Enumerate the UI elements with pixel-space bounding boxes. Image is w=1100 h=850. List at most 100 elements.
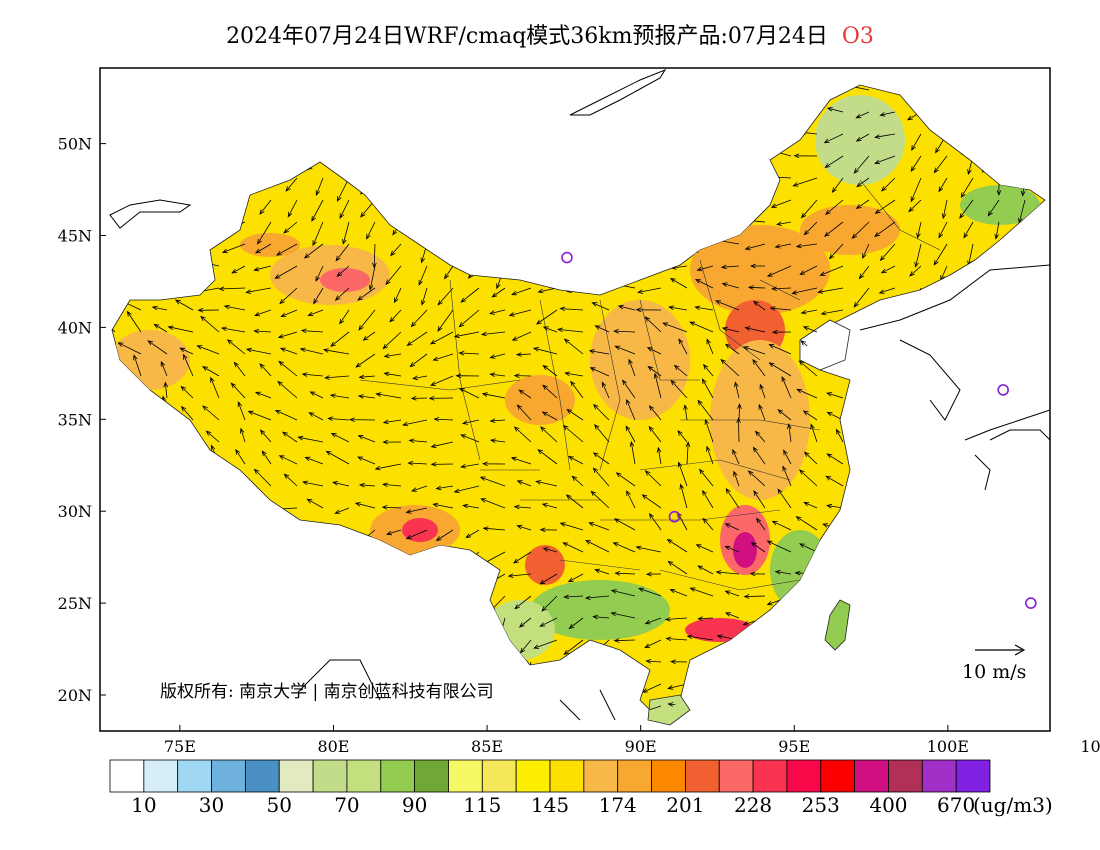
wind-arrow <box>325 450 350 465</box>
taiwan <box>824 599 851 651</box>
wind-arrow <box>210 376 220 399</box>
wind-arrow <box>183 353 194 377</box>
colorbar-swatch <box>617 759 652 793</box>
wind-arrow <box>754 430 766 443</box>
wind-arrow <box>330 432 350 443</box>
wind-arrow <box>313 287 324 305</box>
wind-arrow <box>766 265 792 277</box>
wind-arrow <box>566 408 584 421</box>
wind-arrow <box>747 470 766 487</box>
wind-arrow <box>489 418 506 423</box>
wind-arrow <box>667 560 688 575</box>
wind-arrow <box>274 409 298 421</box>
wind-arrow <box>430 441 454 449</box>
wind-scale-arrowhead <box>1014 644 1026 656</box>
colorbar-swatch <box>278 759 314 793</box>
wind-arrow <box>410 309 428 328</box>
wind-arrow <box>374 463 402 471</box>
wind-arrow <box>635 545 662 553</box>
wind-arrow <box>541 411 558 421</box>
wind-arrow <box>421 287 428 306</box>
wind-arrow <box>670 379 688 399</box>
monitoring-stations <box>561 251 1079 609</box>
wind-arrow <box>277 331 298 339</box>
wind-arrow <box>461 419 480 425</box>
bohai-bay <box>799 319 851 371</box>
wind-arrow <box>656 446 662 465</box>
longitude-axis: 75E80E85E90E95E100E105E110E115E120E125E1… <box>164 725 1100 756</box>
wind-arrow <box>334 287 350 301</box>
wind-arrow <box>771 520 792 531</box>
lat-tick-label: 50N <box>58 135 92 154</box>
wind-arrow <box>588 349 610 355</box>
wind-arrow <box>795 243 818 249</box>
wind-arrow <box>715 570 740 575</box>
map-frame <box>99 67 1051 732</box>
wind-arrow <box>223 304 246 311</box>
hainan <box>647 694 691 726</box>
lat-tick-label: 25N <box>58 594 92 613</box>
wind-arrow <box>336 265 350 277</box>
wind-arrow <box>783 449 792 465</box>
wind-arrow <box>537 449 558 465</box>
wind-arrow <box>768 362 792 377</box>
wind-arrow <box>796 388 818 399</box>
wind-arrow <box>489 372 506 377</box>
wind-arrow <box>826 503 844 509</box>
wind-arrow <box>825 475 844 487</box>
wind-arrow <box>695 544 714 553</box>
wind-arrow <box>648 512 662 531</box>
wind-arrow <box>645 659 662 664</box>
wind-arrow <box>562 424 584 443</box>
wind-arrow <box>594 568 610 575</box>
title-pollutant: O3 <box>841 24 874 49</box>
wind-arrow <box>881 177 896 192</box>
wind-arrow <box>737 403 742 421</box>
lon-tick-label: 105E <box>1080 737 1100 756</box>
wind-arrow <box>312 221 324 247</box>
korea-japan-coast <box>859 264 1050 491</box>
wind-arrow <box>280 309 298 317</box>
wind-arrow <box>959 199 974 219</box>
wind-arrow <box>679 483 688 509</box>
wind-arrow <box>357 435 376 443</box>
wind-arrow <box>535 309 558 325</box>
wind-arrow <box>752 358 766 377</box>
wind-arrow <box>455 373 480 379</box>
wind-arrow <box>510 456 532 465</box>
wind-arrow <box>594 325 610 333</box>
wind-arrow <box>247 410 272 421</box>
wind-arrow <box>508 309 532 317</box>
wind-arrow <box>202 405 220 421</box>
colorbar-swatch <box>820 759 856 793</box>
wind-arrow <box>614 345 636 355</box>
wind-arrow <box>724 523 740 531</box>
wind-arrow <box>724 343 740 355</box>
wind-arrow <box>648 405 662 421</box>
colorbar-swatch <box>752 759 788 793</box>
wind-arrow <box>644 639 662 648</box>
wind-arrow <box>933 155 948 174</box>
wind-arrow <box>673 364 688 377</box>
wind-arrow <box>381 482 402 488</box>
wind-arrow <box>256 221 272 245</box>
wind-arrow <box>744 326 766 333</box>
colorbar-swatch <box>143 759 179 793</box>
lake-baikal-outline <box>569 68 667 116</box>
wind-arrow <box>617 304 636 311</box>
wind-arrow <box>307 309 324 317</box>
wind-arrow <box>297 435 324 443</box>
colorbar: 10 30 50 70 90 115 145 174 201 228 253 400 670 <box>109 759 991 817</box>
colorbar-swatch <box>515 759 551 793</box>
wind-arrow <box>358 374 376 380</box>
vietnam-coast <box>299 659 616 721</box>
wind-arrow <box>562 542 584 553</box>
wind-arrow <box>689 321 714 333</box>
wind-arrow <box>253 328 272 334</box>
wind-arrow <box>610 611 636 619</box>
wind-arrow <box>285 177 298 192</box>
wind-arrow <box>330 331 350 347</box>
station-marker <box>1069 493 1079 503</box>
wind-arrow <box>432 502 454 509</box>
wind-arrow <box>697 616 714 621</box>
